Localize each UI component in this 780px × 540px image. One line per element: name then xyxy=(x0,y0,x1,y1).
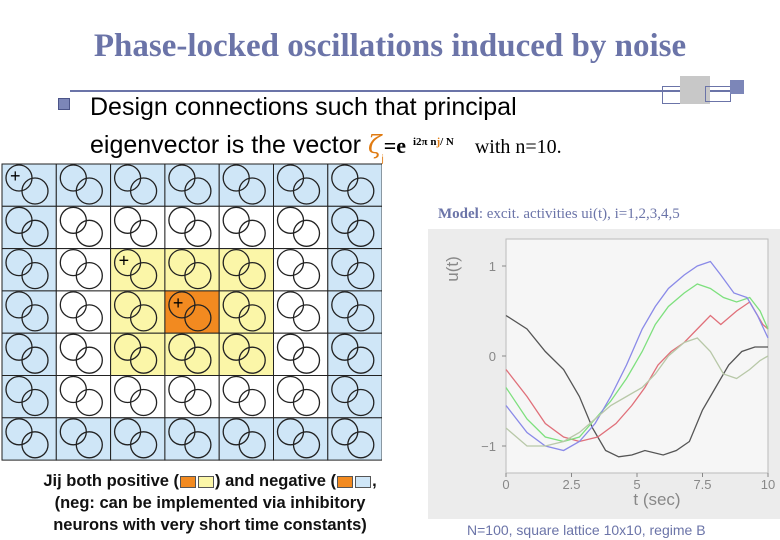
negative-blue-swatch xyxy=(355,475,372,488)
neuron-circle xyxy=(347,388,375,417)
neuron-circle xyxy=(129,219,158,247)
neuron-circle xyxy=(129,431,158,459)
x-tick-label: 2.5 xyxy=(562,477,580,492)
positive-orange-swatch xyxy=(180,475,197,488)
neuron-circle xyxy=(238,431,266,459)
neuron-circle xyxy=(75,177,103,205)
neuron-circle xyxy=(21,304,49,332)
caption-line1-c: , xyxy=(372,472,377,490)
caption-line1-a: Jij both positive ( xyxy=(43,472,180,490)
neuron-circle xyxy=(238,219,266,247)
neuron-circle xyxy=(184,388,212,417)
neuron-circle xyxy=(129,177,158,205)
neuron-circle xyxy=(75,431,103,459)
neuron-circle xyxy=(238,177,266,205)
title-underline xyxy=(70,90,740,92)
neuron-circle xyxy=(347,346,375,374)
neuron-circle xyxy=(238,388,266,417)
formula-exp-b: / N xyxy=(440,136,454,148)
neuron-circle xyxy=(129,346,158,374)
neuron-circle xyxy=(75,219,103,247)
caption-line1: Jij both positive ( ) and negative (, xyxy=(0,472,420,491)
x-tick-label: 10 xyxy=(761,477,775,492)
neuron-circle xyxy=(184,304,212,332)
neuron-lattice-diagram: + + + xyxy=(1,163,382,461)
neuron-circle xyxy=(238,346,266,374)
y-tick-label: −1 xyxy=(481,439,496,454)
neuron-circle xyxy=(184,346,212,374)
formula-eq: =e xyxy=(383,133,407,158)
caption-line1-b: ) and negative ( xyxy=(215,472,337,490)
neuron-circle xyxy=(292,388,321,417)
x-tick-label: 7.5 xyxy=(693,477,711,492)
x-tick-label: 5 xyxy=(633,477,640,492)
negative-orange-swatch xyxy=(337,475,354,488)
bullet-icon xyxy=(58,98,70,110)
neuron-circle xyxy=(347,431,375,459)
bullet-text-vector: eigenvector is the vector xyxy=(90,131,361,159)
bullet-text-line2: eigenvector is the vector ζj=e i2π nj/ N… xyxy=(90,125,562,177)
footnote: N=100, square lattice 10x10, regime B xyxy=(467,522,706,538)
neuron-circle xyxy=(292,304,321,332)
neuron-circle xyxy=(292,219,321,247)
neuron-circle xyxy=(184,219,212,247)
plus-marker: + xyxy=(173,293,184,313)
series-line xyxy=(505,337,769,447)
model-label: Model: excit. activities ui(t), i=1,2,3,… xyxy=(438,206,680,223)
series-line xyxy=(505,314,768,458)
neuron-circle xyxy=(75,346,103,374)
x-tick-label: 0 xyxy=(502,477,509,492)
neuron-circle xyxy=(21,219,49,247)
formula-with: with n=10. xyxy=(474,136,562,158)
neuron-circle xyxy=(21,261,49,290)
zeta-symbol: ζ xyxy=(367,130,382,159)
neuron-circle xyxy=(238,304,266,332)
plus-marker: + xyxy=(119,251,130,271)
model-label-text: : excit. activities ui(t), i=1,2,3,4,5 xyxy=(478,206,680,222)
bullet-text-line1: Design connections such that principal xyxy=(90,93,517,121)
neuron-circle xyxy=(292,431,321,459)
series-line xyxy=(505,301,769,443)
plot-area xyxy=(505,238,769,474)
formula-exp-j: j xyxy=(436,136,441,148)
neuron-circle xyxy=(347,219,375,247)
caption-line2: (neg: can be implemented via inhibitory xyxy=(54,494,366,512)
neuron-circle xyxy=(21,431,49,459)
neuron-circle xyxy=(238,261,266,290)
caption-line3: neurons with very short time constants) xyxy=(53,516,367,534)
neuron-circle xyxy=(184,431,212,459)
neuron-circle xyxy=(292,261,321,290)
neuron-circle xyxy=(21,388,49,417)
neuron-circle xyxy=(75,388,103,417)
neuron-circle xyxy=(292,177,321,205)
neuron-circle xyxy=(21,177,49,205)
y-tick-label: 1 xyxy=(489,259,496,274)
neuron-circle xyxy=(129,304,158,332)
slide-title: Phase-locked oscillations induced by noi… xyxy=(93,28,687,64)
neuron-circle xyxy=(21,346,49,374)
neuron-circle xyxy=(184,261,212,290)
neuron-circle xyxy=(129,388,158,417)
model-label-bold: Model xyxy=(438,206,479,222)
y-tick-label: 0 xyxy=(489,349,496,364)
neuron-circle xyxy=(347,261,375,290)
series-line xyxy=(505,260,769,452)
y-axis-label: u(t) xyxy=(443,256,462,282)
formula-exp-a: i2π n xyxy=(413,136,437,148)
x-axis-label: t (sec) xyxy=(633,490,680,509)
neuron-circle xyxy=(75,261,103,290)
neuron-circle xyxy=(184,177,212,205)
zeta-subscript: j xyxy=(381,154,384,165)
neuron-circle xyxy=(129,261,158,290)
neuron-circle xyxy=(347,177,375,205)
neuron-circle xyxy=(347,304,375,332)
neuron-circle xyxy=(75,304,103,332)
plus-marker: + xyxy=(10,166,21,186)
neuron-circle xyxy=(292,346,321,374)
positive-yellow-swatch xyxy=(198,475,215,488)
